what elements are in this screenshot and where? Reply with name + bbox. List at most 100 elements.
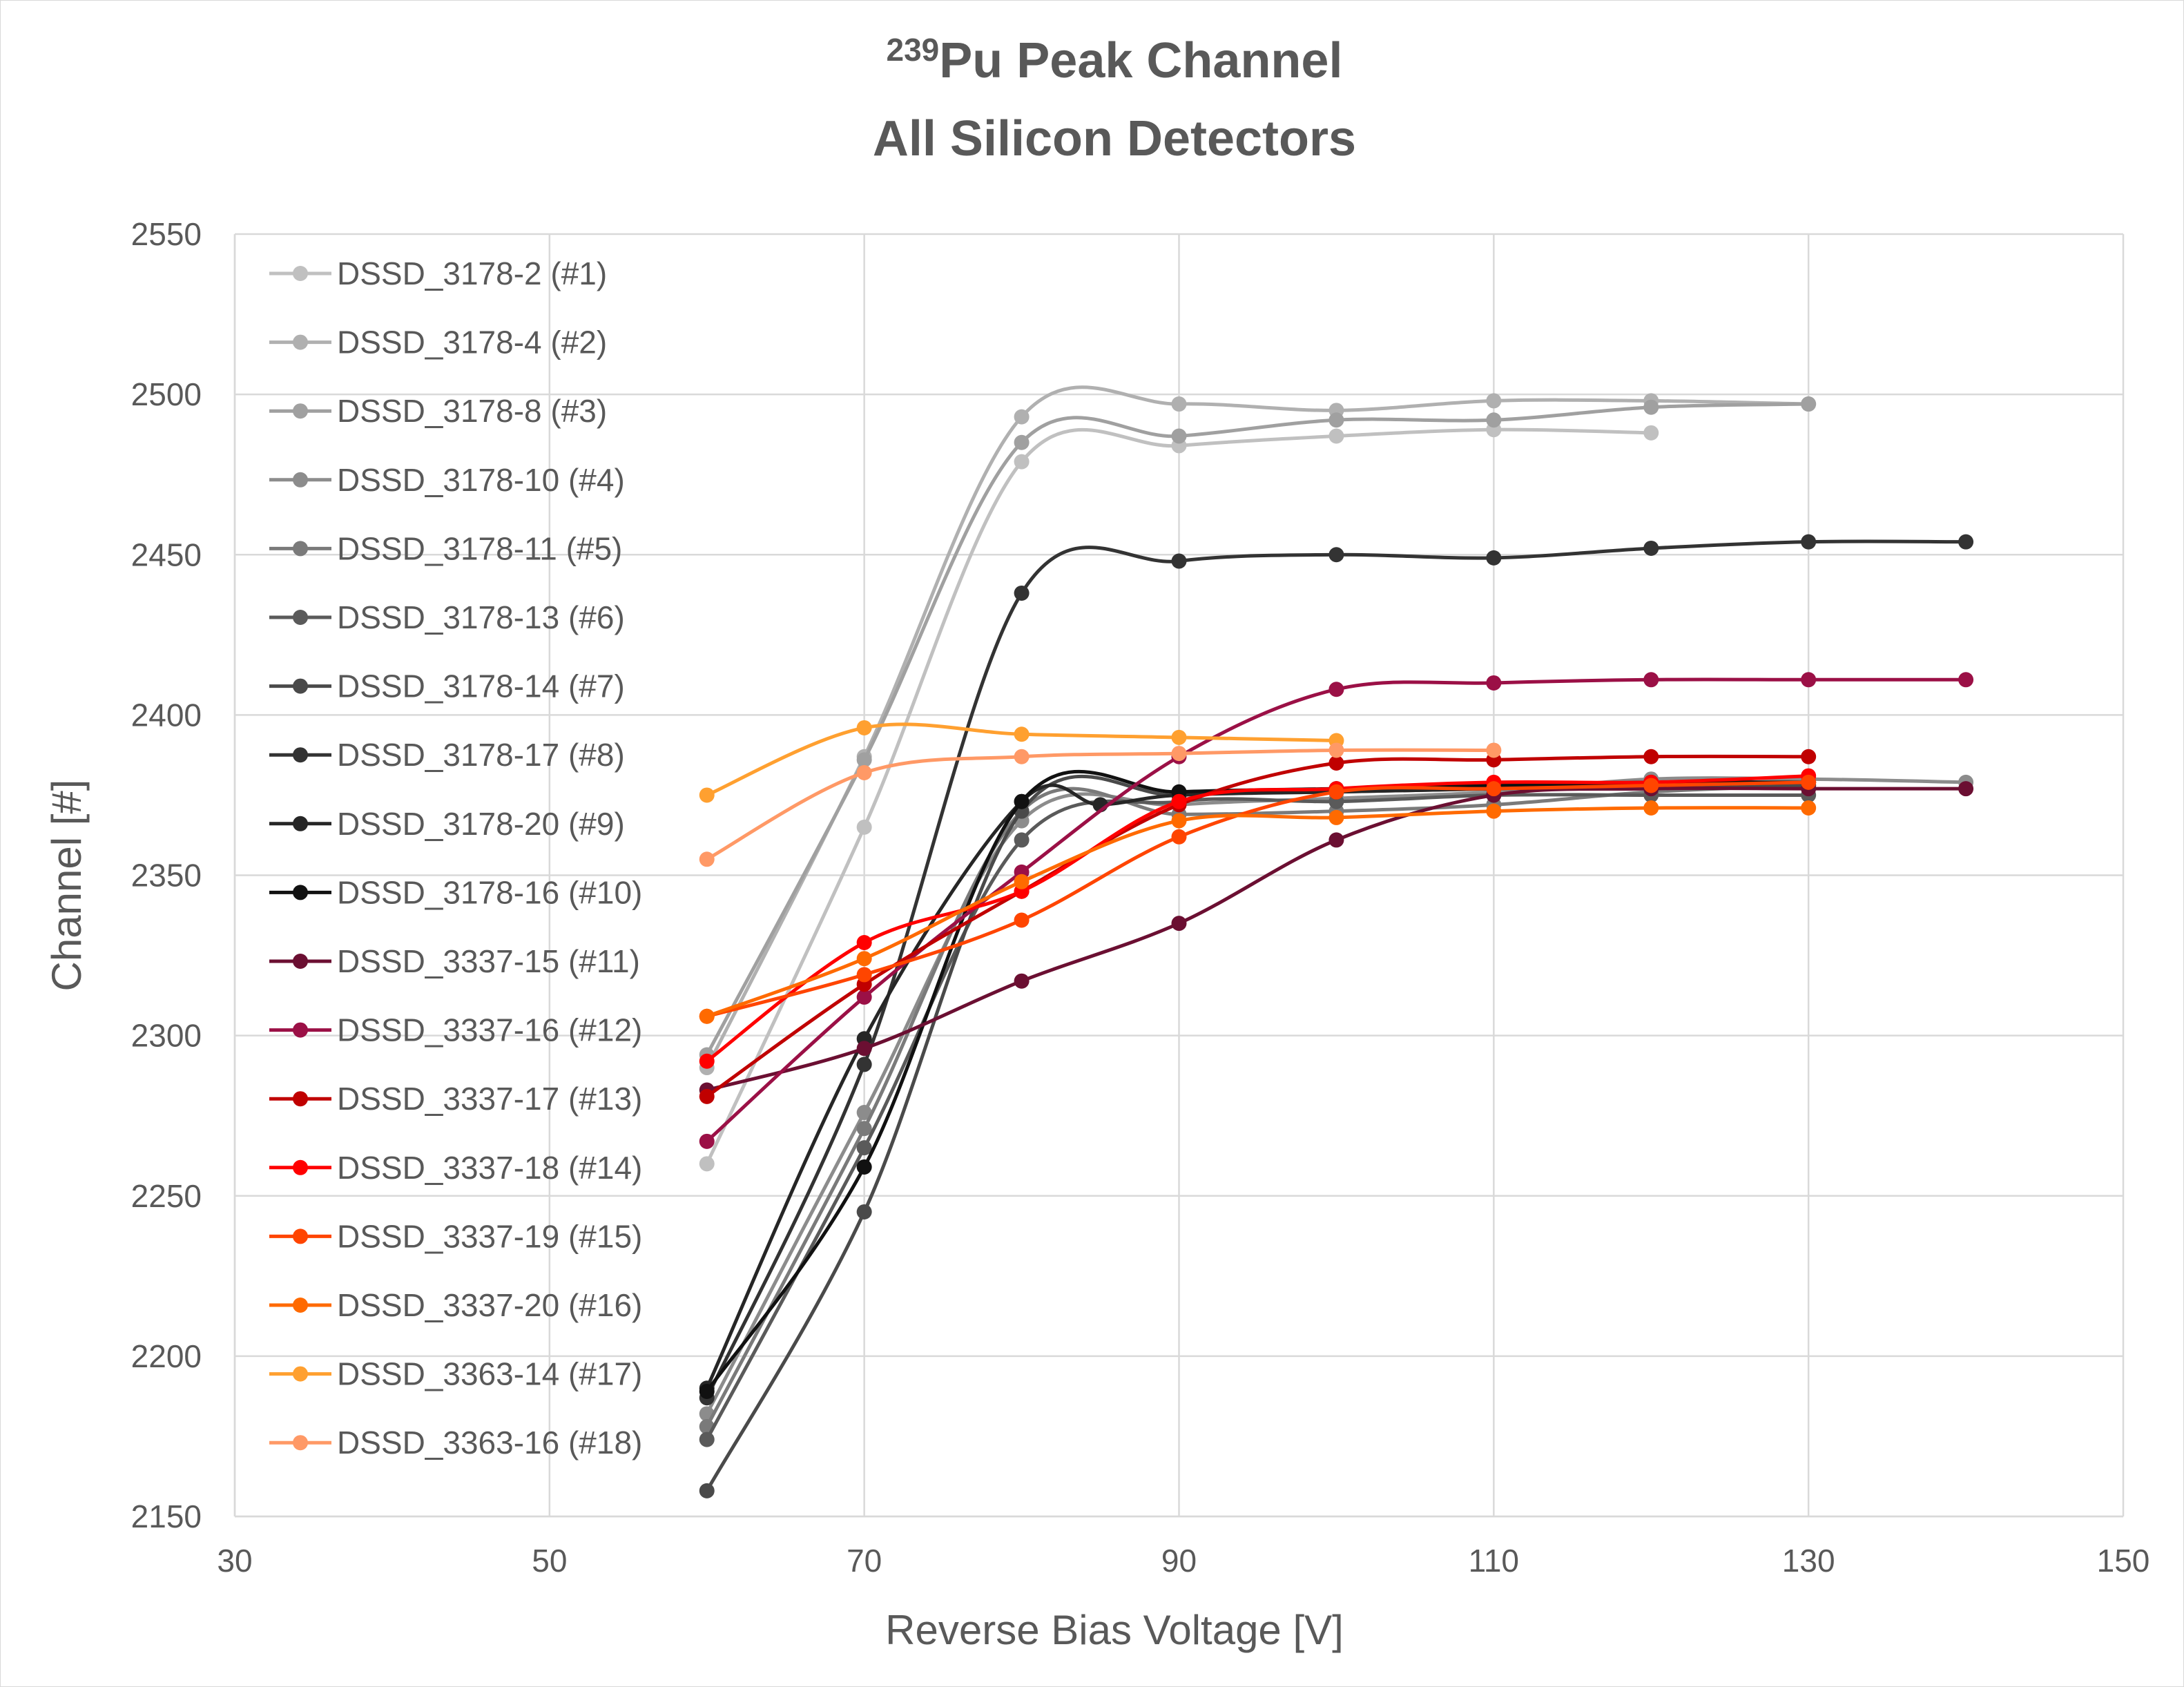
- data-point: [1328, 832, 1344, 848]
- legend-marker: [293, 885, 308, 900]
- legend-label: DSSD_3178-10 (#4): [337, 462, 625, 498]
- legend: DSSD_3178-2 (#1) DSSD_3178-4 (#2) DSSD_317…: [269, 256, 642, 1461]
- data-point: [1801, 800, 1817, 816]
- series-line: [706, 748, 1494, 861]
- legend-marker: [293, 541, 308, 557]
- data-point: [856, 1057, 872, 1072]
- legend-label: DSSD_3178-11 (#5): [337, 530, 622, 566]
- x-tick-label: 90: [1161, 1543, 1197, 1579]
- axes: 2150 2200 2250 2300 2350 2400 2450 2500 2550 30 50…: [131, 216, 2150, 1579]
- title-line2: All Silicon Detectors: [873, 111, 1356, 166]
- legend-marker: [293, 816, 308, 831]
- data-point: [1801, 672, 1817, 688]
- data-point: [699, 1383, 715, 1399]
- legend-marker: [293, 954, 308, 969]
- data-point: [1328, 742, 1344, 758]
- legend-label: DSSD_3337-18 (#14): [337, 1150, 642, 1186]
- data-point: [1014, 973, 1030, 989]
- legend-marker: [293, 1022, 308, 1038]
- legend-item: DSSD_3337-18 (#14): [269, 1150, 642, 1186]
- series-3: [699, 396, 1817, 1063]
- legend-marker: [293, 472, 308, 488]
- legend-item: DSSD_3337-16 (#12): [269, 1012, 642, 1048]
- legend-label: DSSD_3178-16 (#10): [337, 874, 642, 910]
- series-line: [705, 769, 1809, 1393]
- legend-label: DSSD_3337-15 (#11): [337, 943, 640, 979]
- legend-marker: [293, 403, 308, 419]
- series-11: [699, 781, 1974, 1098]
- data-point: [1643, 778, 1659, 793]
- data-point: [1014, 874, 1030, 889]
- data-point: [856, 720, 872, 735]
- series-line: [705, 780, 1809, 1389]
- series-9: [699, 774, 1817, 1396]
- y-tick-label: 2500: [131, 376, 202, 412]
- legend-marker: [293, 1159, 308, 1175]
- series-line: [705, 793, 1809, 1440]
- data-point: [1643, 800, 1659, 816]
- legend-label: DSSD_3337-17 (#13): [337, 1081, 642, 1117]
- data-point: [1014, 726, 1030, 742]
- x-tick-label: 70: [847, 1543, 882, 1579]
- data-point: [1486, 675, 1502, 691]
- data-point: [1486, 781, 1502, 797]
- series-1: [699, 422, 1659, 1172]
- data-point: [856, 951, 872, 967]
- data-point: [1328, 755, 1344, 771]
- legend-label: DSSD_3363-14 (#17): [337, 1356, 642, 1392]
- data-point: [856, 764, 872, 780]
- data-point: [856, 1159, 872, 1175]
- legend-item: DSSD_3178-2 (#1): [269, 256, 607, 291]
- data-point: [1486, 550, 1502, 566]
- data-point: [1328, 412, 1344, 428]
- data-point: [1171, 729, 1187, 745]
- data-point: [699, 1008, 715, 1024]
- legend-marker: [293, 266, 308, 281]
- series-8: [699, 534, 1974, 1406]
- legend-marker: [293, 1091, 308, 1107]
- series-line: [706, 677, 1966, 1143]
- legend-item: DSSD_3178-13 (#6): [269, 599, 625, 635]
- legend-label: DSSD_3337-20 (#16): [337, 1287, 642, 1323]
- data-point: [699, 1133, 715, 1149]
- data-point: [1958, 672, 1974, 688]
- x-tick-label: 50: [532, 1543, 567, 1579]
- legend-marker: [293, 1228, 308, 1244]
- title-line1: Pu Peak Channel: [939, 33, 1342, 88]
- data-point: [1486, 412, 1502, 428]
- data-point: [856, 1105, 872, 1121]
- legend-item: DSSD_3363-14 (#17): [269, 1356, 642, 1392]
- y-tick-label: 2300: [131, 1018, 202, 1054]
- data-point: [856, 1041, 872, 1057]
- data-point: [1328, 682, 1344, 697]
- series-12: [699, 672, 1974, 1149]
- chart-title: 239Pu Peak Channel All Silicon Detectors: [873, 32, 1356, 166]
- data-point: [856, 967, 872, 983]
- data-point: [699, 1431, 715, 1447]
- data-point: [1014, 585, 1030, 601]
- data-point: [1486, 803, 1502, 819]
- x-tick-label: 110: [1469, 1543, 1519, 1579]
- data-point: [1171, 553, 1187, 569]
- legend-label: DSSD_3178-2 (#1): [337, 256, 607, 291]
- data-point: [699, 787, 715, 803]
- y-tick-label: 2200: [131, 1338, 202, 1374]
- series-line: [706, 780, 1809, 1019]
- legend-item: DSSD_3337-17 (#13): [269, 1081, 642, 1117]
- data-point: [1171, 829, 1187, 845]
- data-point: [1328, 547, 1344, 563]
- legend-label: DSSD_3337-16 (#12): [337, 1012, 642, 1048]
- series-10: [699, 769, 1817, 1399]
- series-line: [706, 754, 1809, 1098]
- data-point: [1643, 425, 1659, 441]
- data-point: [699, 1483, 715, 1498]
- data-point: [1171, 396, 1187, 412]
- legend-label: DSSD_3178-14 (#7): [337, 668, 625, 704]
- legend-label: DSSD_3363-16 (#18): [337, 1425, 642, 1461]
- y-axis-title: Channel [#]: [44, 780, 90, 992]
- data-point: [856, 1121, 872, 1137]
- data-point: [1014, 912, 1030, 928]
- legend-marker: [293, 1366, 308, 1382]
- data-point: [699, 1053, 715, 1069]
